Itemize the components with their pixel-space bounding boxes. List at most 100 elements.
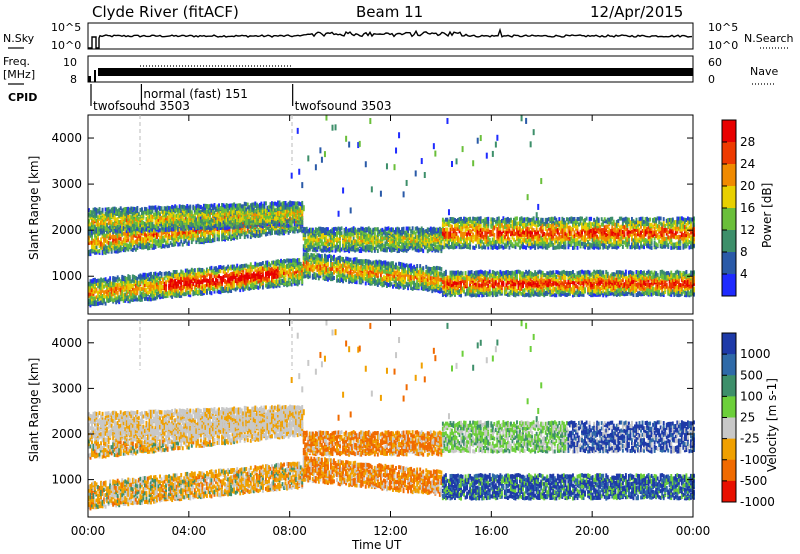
power-cell [168, 288, 171, 293]
power-cell [189, 209, 192, 214]
power-cell [266, 205, 269, 210]
power-cell [118, 240, 121, 245]
power-cell [119, 297, 122, 302]
power-cell [104, 250, 107, 255]
power-cell [278, 217, 281, 222]
power-cell [243, 218, 246, 223]
power-cell [255, 269, 258, 274]
power-cell [272, 275, 275, 280]
power-cell [271, 201, 273, 206]
power-cell [289, 223, 292, 228]
power-cell [346, 233, 349, 238]
power-cell [145, 273, 148, 278]
power-cell [187, 238, 190, 243]
power-cell [163, 206, 166, 211]
power-cell [143, 206, 146, 211]
date-title: 12/Apr/2015 [590, 3, 683, 21]
power-cell [257, 220, 260, 225]
power-cell [162, 220, 165, 225]
power-cell [140, 287, 143, 292]
power-cell [145, 241, 148, 246]
power-cell [218, 224, 220, 229]
power-cell [267, 226, 270, 231]
power-cell [201, 231, 204, 236]
power-cell [314, 272, 317, 277]
power-cell [296, 282, 299, 287]
power-cell [349, 276, 352, 281]
power-cell [260, 208, 263, 213]
power-cell [370, 261, 373, 266]
power-cell [153, 296, 155, 301]
power-cell [382, 229, 385, 234]
power-cell [367, 237, 370, 242]
power-cell [352, 231, 355, 236]
power-cell [97, 222, 99, 227]
power-cell [366, 277, 369, 282]
power-cell [189, 293, 192, 298]
power-cell [172, 207, 175, 212]
power-cell [325, 248, 328, 253]
power-cell [127, 231, 130, 236]
power-cell [251, 211, 254, 216]
power-cell [162, 279, 165, 284]
power-cell [352, 226, 355, 231]
power-cell [209, 226, 211, 231]
power-cell [313, 267, 316, 272]
power-cell [255, 220, 258, 225]
power-cell [343, 269, 346, 274]
power-cell [115, 225, 118, 230]
power-cell [369, 281, 372, 286]
power-cell [198, 291, 201, 296]
power-cell [307, 229, 310, 234]
power-cell [290, 227, 293, 232]
power-cell [311, 227, 314, 232]
power-cell [378, 229, 381, 234]
power-cell [100, 223, 103, 228]
power-cell [249, 265, 252, 270]
power-cell [326, 227, 329, 232]
power-cell [177, 221, 180, 226]
power-cell [154, 238, 157, 243]
power-cell [242, 204, 245, 209]
power-cell [157, 238, 160, 243]
power-cell [134, 297, 137, 302]
power-cell [94, 238, 96, 243]
power-cell [304, 274, 307, 279]
power-cell [305, 244, 308, 249]
power-cell [186, 268, 189, 273]
power-cell [202, 234, 205, 239]
power-cell [134, 233, 137, 238]
power-cell [150, 289, 152, 294]
power-cell [101, 294, 104, 299]
power-cell [382, 275, 385, 280]
power-cell [299, 204, 302, 209]
power-cell [171, 288, 174, 293]
power-cell [159, 206, 161, 211]
power-cell [269, 204, 272, 209]
power-cell [171, 204, 174, 209]
power-cell [204, 208, 207, 213]
power-cell [358, 248, 361, 253]
power-cell [125, 228, 128, 233]
power-cell [187, 224, 190, 229]
power-cell [207, 219, 210, 224]
power-cell [261, 208, 264, 213]
power-cell [151, 235, 154, 240]
power-cell [88, 241, 90, 246]
power-cell [189, 271, 192, 276]
power-cell [136, 284, 139, 289]
power-cell [225, 228, 228, 233]
power-cell [186, 212, 189, 217]
power-cell [333, 234, 335, 239]
noise-tick-top-left: 10^5 [51, 21, 81, 34]
power-cell [325, 227, 328, 232]
power-cell [95, 207, 98, 212]
power-cell [316, 266, 319, 271]
power-cell [187, 282, 190, 287]
power-cell [209, 234, 211, 239]
power-cell [364, 245, 367, 250]
power-cell [113, 294, 116, 299]
power-cell [252, 214, 255, 219]
power-cell [91, 288, 93, 293]
power-cell [115, 300, 118, 305]
